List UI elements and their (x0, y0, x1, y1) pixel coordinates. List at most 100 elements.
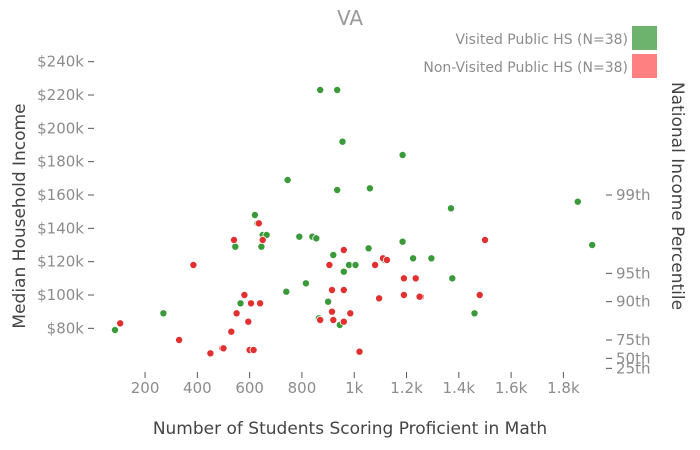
data-point[interactable] (364, 244, 373, 253)
legend-swatch-non-visited[interactable] (632, 54, 657, 78)
data-point[interactable] (159, 309, 168, 318)
data-point[interactable] (398, 237, 407, 246)
data-point[interactable] (588, 240, 597, 249)
y-tick-label: $180k (37, 153, 84, 171)
data-point[interactable] (333, 86, 342, 95)
x-axis-title: Number of Students Scoring Proficient in… (153, 419, 547, 439)
data-point[interactable] (346, 309, 355, 318)
data-point[interactable] (325, 260, 334, 269)
data-point[interactable] (301, 279, 310, 288)
data-point[interactable] (399, 274, 408, 283)
legend-label-non-visited: Non-Visited Public HS (N=38) (423, 60, 628, 76)
legend: Visited Public HS (N=38) Non-Visited Pub… (423, 26, 657, 78)
y2-axis-title: National Income Percentile (667, 82, 687, 310)
data-point[interactable] (240, 290, 249, 299)
x-tick-label: 400 (183, 379, 212, 397)
data-point[interactable] (327, 285, 336, 294)
data-point[interactable] (339, 245, 348, 254)
data-point[interactable] (371, 260, 380, 269)
series-visited (111, 86, 597, 334)
x-tick-label: 1.2k (390, 379, 423, 397)
data-point[interactable] (382, 255, 391, 264)
y2-tick-label: 95th (616, 264, 650, 282)
data-point[interactable] (249, 345, 258, 354)
data-point[interactable] (339, 267, 348, 276)
data-point[interactable] (398, 150, 407, 159)
data-point[interactable] (258, 235, 267, 244)
data-point[interactable] (295, 232, 304, 241)
data-point[interactable] (409, 254, 418, 263)
data-point[interactable] (282, 287, 291, 296)
data-point[interactable] (427, 254, 436, 263)
y-tick-label: $200k (37, 119, 84, 137)
y2-tick-label: 90th (616, 293, 650, 311)
data-point[interactable] (316, 86, 325, 95)
y-axis-ticks: $80k $100k $120k $140k $160k $180k $200k $220k $… (37, 53, 94, 337)
data-point[interactable] (175, 335, 184, 344)
data-point[interactable] (229, 235, 238, 244)
y-tick-label: $220k (37, 86, 84, 104)
data-point[interactable] (227, 327, 236, 336)
data-point[interactable] (256, 299, 265, 308)
data-point[interactable] (470, 309, 479, 318)
x-axis-ticks: 200 400 600 800 1k 1.2k 1.4k 1.6k 1.8k (131, 372, 580, 397)
data-point[interactable] (231, 242, 240, 251)
data-point[interactable] (480, 235, 489, 244)
data-point[interactable] (246, 299, 255, 308)
data-point[interactable] (219, 344, 228, 353)
data-point[interactable] (244, 317, 253, 326)
data-point[interactable] (355, 347, 364, 356)
data-point[interactable] (189, 260, 198, 269)
data-point[interactable] (339, 285, 348, 294)
y-tick-label: $240k (37, 53, 84, 71)
data-point[interactable] (327, 307, 336, 316)
data-point[interactable] (573, 197, 582, 206)
y-tick-label: $100k (37, 286, 84, 304)
data-point[interactable] (411, 274, 420, 283)
data-point[interactable] (250, 210, 259, 219)
data-point[interactable] (351, 260, 360, 269)
data-point[interactable] (365, 184, 374, 193)
data-point[interactable] (415, 292, 424, 301)
data-point[interactable] (475, 290, 484, 299)
x-tick-label: 600 (235, 379, 264, 397)
y-axis-title: Median Household Income (10, 103, 30, 328)
data-point[interactable] (375, 294, 384, 303)
y-tick-label: $140k (37, 219, 84, 237)
x-tick-label: 200 (131, 379, 160, 397)
data-points (111, 86, 597, 358)
legend-label-visited: Visited Public HS (N=38) (456, 32, 628, 48)
series-non-visited (116, 219, 489, 358)
x-tick-label: 1k (345, 379, 364, 397)
data-point[interactable] (312, 234, 321, 243)
data-point[interactable] (236, 299, 245, 308)
data-point[interactable] (116, 319, 125, 328)
data-point[interactable] (316, 315, 325, 324)
data-point[interactable] (329, 250, 338, 259)
y-tick-label: $160k (37, 186, 84, 204)
legend-swatch-visited[interactable] (632, 26, 657, 50)
data-point[interactable] (446, 204, 455, 213)
data-point[interactable] (111, 325, 120, 334)
y2-tick-label: 99th (616, 186, 650, 204)
data-point[interactable] (254, 219, 263, 228)
data-point[interactable] (339, 317, 348, 326)
y2-tick-label: 75th (616, 331, 650, 349)
data-point[interactable] (206, 349, 215, 358)
data-point[interactable] (399, 290, 408, 299)
x-tick-label: 1.8k (547, 379, 580, 397)
data-point[interactable] (338, 137, 347, 146)
data-point[interactable] (324, 297, 333, 306)
data-point[interactable] (329, 315, 338, 324)
y2-tick-label: 25th (616, 359, 650, 377)
data-point[interactable] (232, 309, 241, 318)
data-point[interactable] (333, 185, 342, 194)
y2-tick-label: 50th (616, 349, 650, 367)
data-point[interactable] (448, 274, 457, 283)
y-tick-label: $80k (47, 319, 85, 337)
x-tick-label: 1.4k (443, 379, 476, 397)
x-tick-label: 1.6k (495, 379, 528, 397)
data-point[interactable] (257, 242, 266, 251)
data-point[interactable] (283, 175, 292, 184)
